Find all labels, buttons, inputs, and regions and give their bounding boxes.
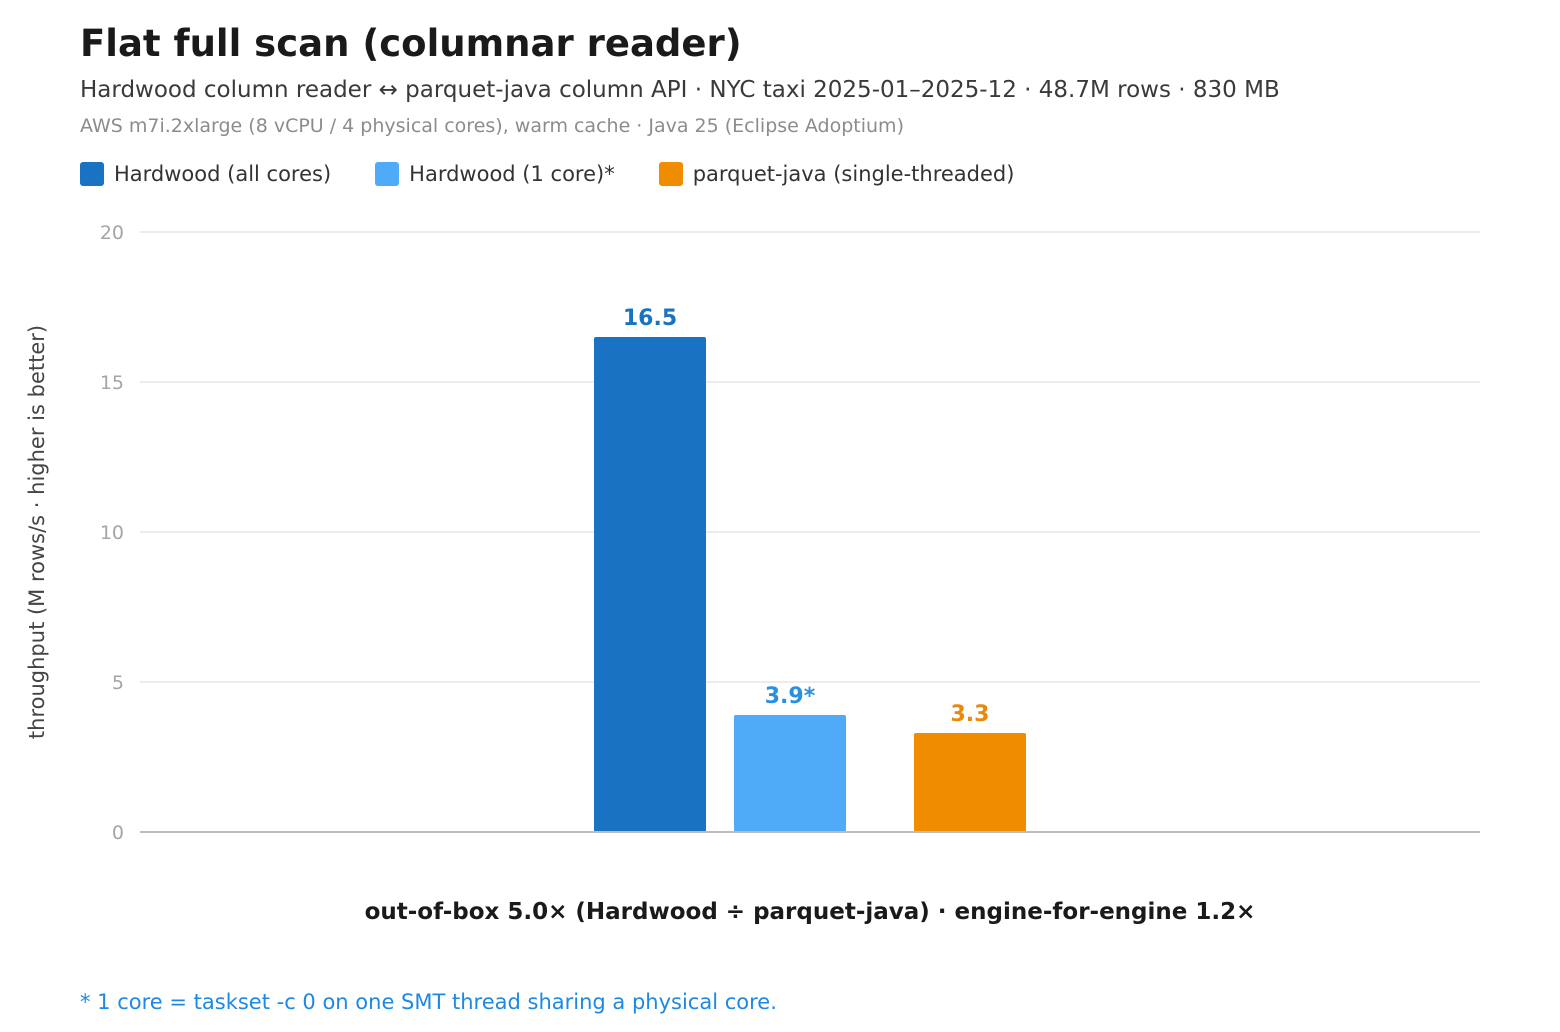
bar-value-label: 3.9* [765, 684, 816, 709]
legend-label: parquet-java (single-threaded) [692, 162, 1015, 186]
chart-subtitle: Hardwood column reader ↔ parquet-java co… [80, 77, 1280, 103]
gridlines [140, 231, 1480, 683]
legend-swatch [658, 162, 683, 186]
y-tick-label: 0 [112, 822, 124, 844]
bar [734, 715, 846, 832]
legend-label: Hardwood (1 core)* [409, 162, 615, 186]
y-tick-label: 20 [100, 222, 124, 244]
footnote: * 1 core = taskset -c 0 on one SMT threa… [80, 990, 777, 1014]
y-tick-label: 5 [112, 672, 124, 694]
y-tick-label: 10 [100, 522, 124, 544]
legend-swatch [80, 162, 104, 186]
legend: Hardwood (all cores) Hardwood (1 core)* … [80, 162, 1058, 186]
legend-item-hardwood-1-core: Hardwood (1 core)* [375, 162, 615, 186]
y-axis-title: throughput (M rows/s · higher is better) [25, 325, 49, 739]
bar [594, 337, 706, 832]
bars [594, 337, 1026, 832]
speedup-caption: out-of-box 5.0× (Hardwood ÷ parquet-java… [364, 899, 1256, 925]
data-labels: 16.5 3.9* 3.3 [623, 306, 990, 727]
y-axis-ticks: 0 5 10 15 20 [100, 222, 124, 844]
bar [914, 733, 1026, 832]
legend-swatch [375, 162, 400, 186]
y-tick-label: 15 [100, 372, 124, 394]
legend-item-parquet-java: parquet-java (single-threaded) [658, 162, 1015, 186]
bar-value-label: 3.3 [951, 702, 990, 727]
bar-value-label: 16.5 [623, 306, 677, 331]
legend-label: Hardwood (all cores) [114, 162, 332, 186]
chart-title: Flat full scan (columnar reader) [80, 22, 742, 65]
legend-item-hardwood-all-cores: Hardwood (all cores) [80, 162, 331, 186]
environment-note: AWS m7i.2xlarge (8 vCPU / 4 physical cor… [80, 115, 904, 137]
